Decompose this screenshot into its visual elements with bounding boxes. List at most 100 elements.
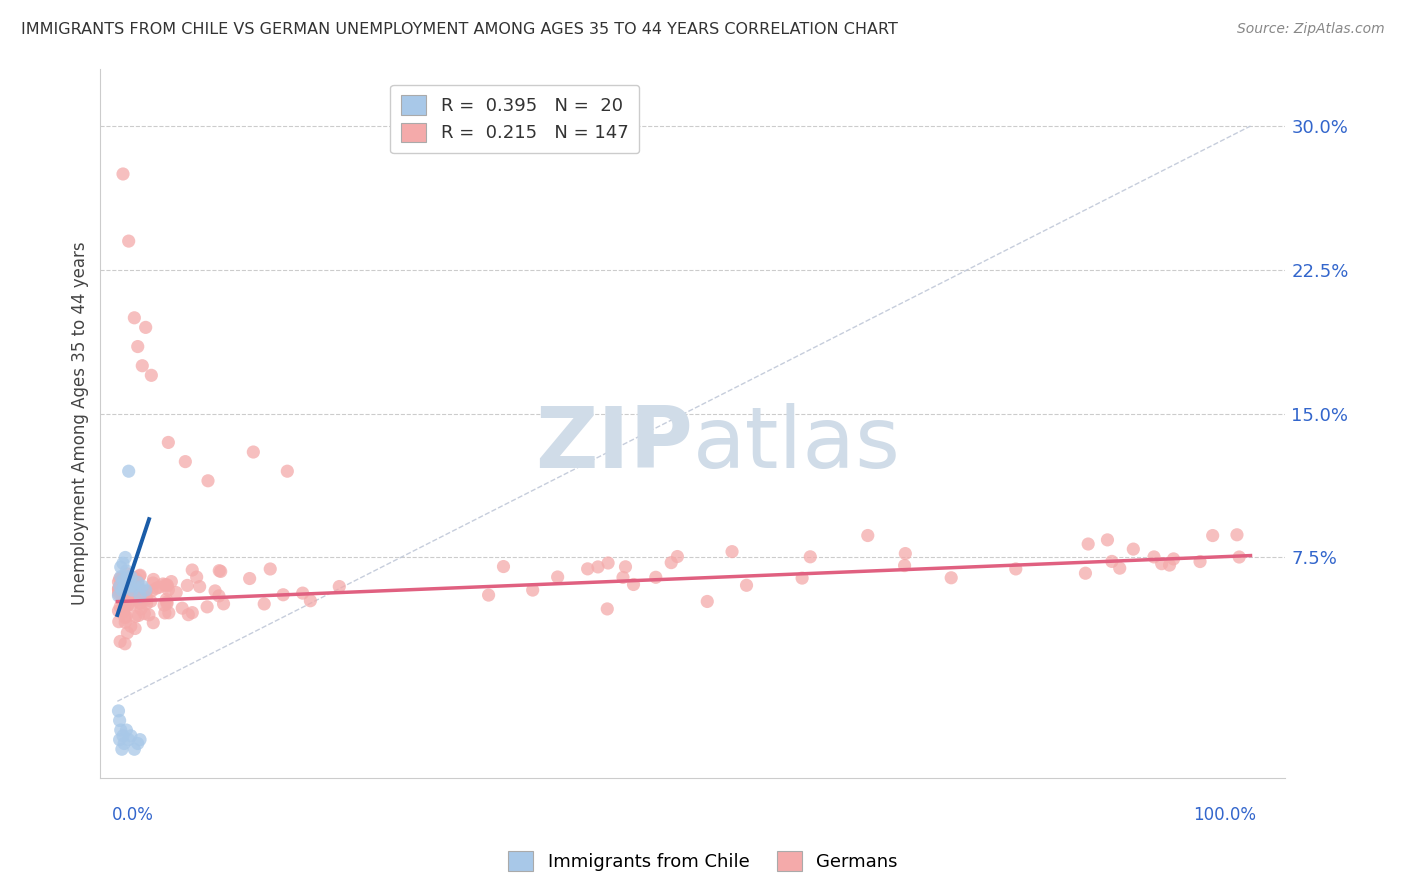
Point	[212, 597, 235, 611]
Point	[1108, 561, 1130, 575]
Point	[114, 637, 136, 651]
Point	[112, 605, 135, 619]
Point	[1143, 549, 1166, 564]
Point	[142, 573, 165, 587]
Point	[120, 569, 142, 583]
Point	[110, 723, 132, 737]
Point	[115, 566, 138, 581]
Point	[721, 544, 744, 558]
Point	[1004, 562, 1026, 576]
Point	[107, 574, 129, 589]
Point	[124, 742, 146, 756]
Point	[156, 595, 179, 609]
Point	[112, 596, 135, 610]
Point	[148, 580, 170, 594]
Point	[1226, 528, 1249, 542]
Point	[114, 615, 136, 630]
Point	[253, 597, 276, 611]
Point	[129, 582, 152, 597]
Point	[118, 234, 141, 248]
Point	[117, 598, 139, 612]
Point	[614, 559, 637, 574]
Point	[894, 547, 917, 561]
Point	[208, 564, 231, 578]
Point	[115, 723, 138, 737]
Point	[1163, 552, 1185, 566]
Point	[112, 592, 135, 607]
Point	[735, 578, 758, 592]
Point	[596, 556, 619, 570]
Point	[122, 571, 145, 585]
Point	[131, 359, 153, 373]
Point	[112, 737, 135, 751]
Legend: Immigrants from Chile, Germans: Immigrants from Chile, Germans	[501, 844, 905, 879]
Point	[107, 704, 129, 718]
Point	[114, 610, 136, 624]
Point	[576, 562, 599, 576]
Point	[135, 592, 157, 607]
Point	[110, 582, 132, 597]
Point	[129, 602, 152, 616]
Point	[125, 572, 148, 586]
Text: 0.0%: 0.0%	[111, 806, 153, 824]
Point	[856, 528, 879, 542]
Point	[659, 556, 682, 570]
Point	[165, 585, 187, 599]
Point	[1159, 558, 1181, 573]
Point	[145, 581, 167, 595]
Point	[128, 596, 150, 610]
Text: IMMIGRANTS FROM CHILE VS GERMAN UNEMPLOYMENT AMONG AGES 35 TO 44 YEARS CORRELATI: IMMIGRANTS FROM CHILE VS GERMAN UNEMPLOY…	[21, 22, 898, 37]
Point	[153, 606, 176, 620]
Point	[124, 587, 146, 601]
Point	[547, 570, 569, 584]
Point	[117, 569, 139, 583]
Text: ZIP: ZIP	[534, 403, 692, 486]
Point	[1097, 533, 1119, 547]
Point	[155, 592, 177, 607]
Point	[1077, 537, 1099, 551]
Point	[128, 569, 150, 583]
Point	[120, 585, 142, 599]
Point	[121, 598, 143, 612]
Point	[115, 579, 138, 593]
Point	[612, 570, 634, 584]
Point	[941, 571, 963, 585]
Point	[107, 587, 129, 601]
Point	[141, 583, 163, 598]
Point	[157, 582, 180, 597]
Point	[139, 594, 162, 608]
Point	[111, 729, 134, 743]
Text: Source: ZipAtlas.com: Source: ZipAtlas.com	[1237, 22, 1385, 37]
Point	[124, 609, 146, 624]
Point	[177, 607, 200, 622]
Point	[893, 558, 915, 573]
Point	[111, 574, 134, 588]
Point	[134, 607, 156, 621]
Point	[111, 573, 134, 587]
Point	[1202, 528, 1225, 542]
Point	[121, 583, 143, 598]
Point	[271, 588, 294, 602]
Point	[239, 572, 262, 586]
Point	[107, 589, 129, 603]
Point	[111, 556, 134, 570]
Point	[156, 597, 179, 611]
Point	[110, 580, 132, 594]
Point	[111, 582, 134, 596]
Point	[108, 732, 131, 747]
Point	[112, 579, 135, 593]
Point	[127, 575, 149, 590]
Point	[108, 634, 131, 648]
Point	[1101, 554, 1123, 568]
Point	[111, 583, 134, 598]
Point	[157, 435, 180, 450]
Point	[181, 563, 204, 577]
Point	[259, 562, 281, 576]
Point	[114, 596, 136, 610]
Point	[1074, 566, 1097, 581]
Point	[121, 582, 143, 597]
Point	[156, 579, 179, 593]
Point	[124, 310, 146, 325]
Point	[135, 590, 157, 604]
Point	[107, 582, 129, 596]
